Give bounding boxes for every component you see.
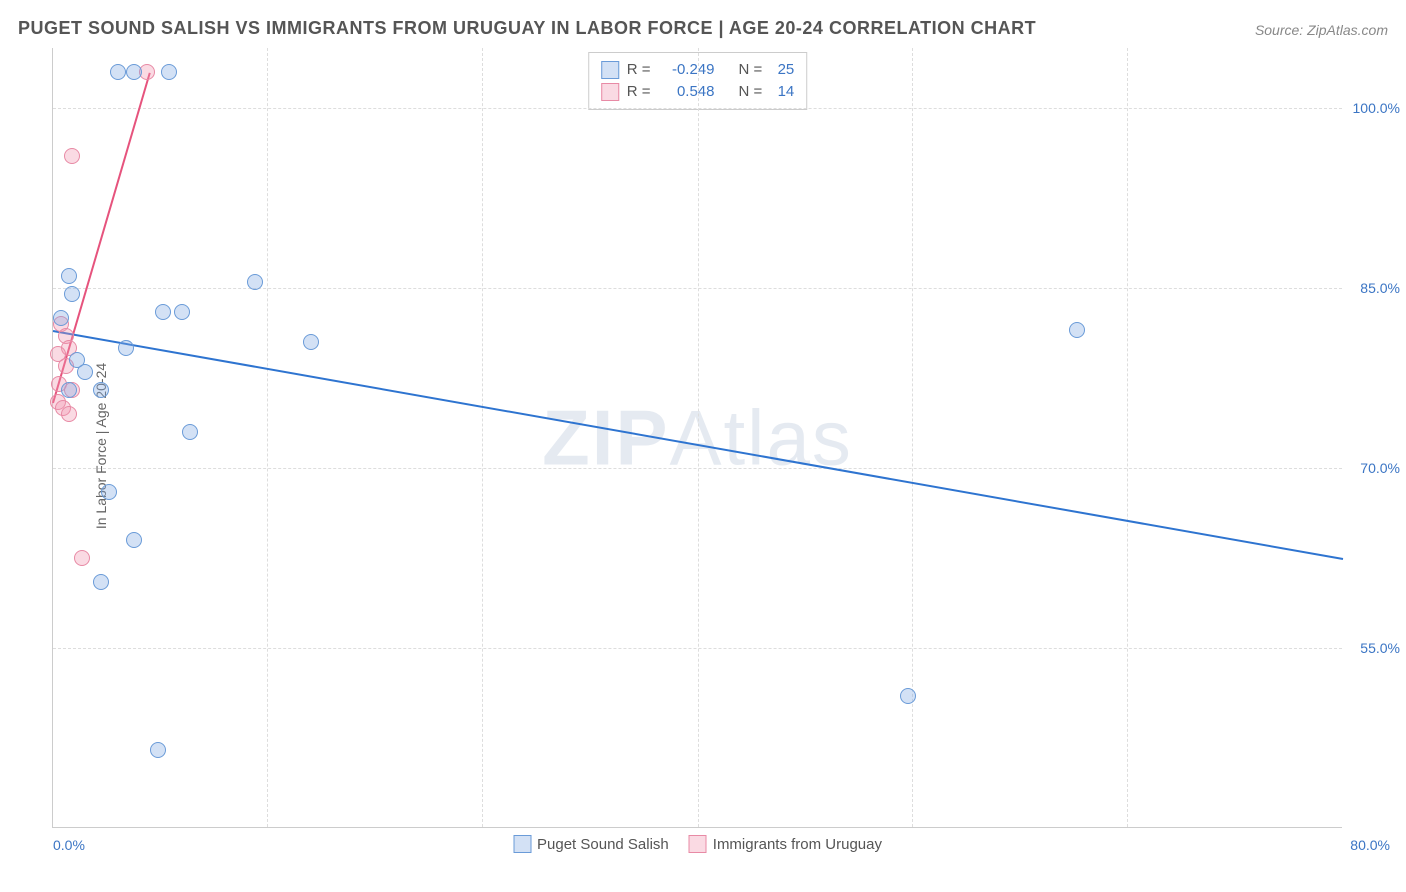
n-label: N = xyxy=(739,81,763,103)
scatter-point-salish xyxy=(150,742,166,758)
scatter-point-salish xyxy=(61,268,77,284)
y-tick-label: 85.0% xyxy=(1348,280,1400,296)
scatter-point-salish xyxy=(126,64,142,80)
scatter-point-salish xyxy=(53,310,69,326)
scatter-point-salish xyxy=(1069,322,1085,338)
source-attribution: Source: ZipAtlas.com xyxy=(1255,22,1388,38)
gridline-v xyxy=(482,48,483,827)
gridline-v xyxy=(267,48,268,827)
scatter-point-uruguay xyxy=(61,406,77,422)
scatter-point-salish xyxy=(61,382,77,398)
scatter-point-salish xyxy=(174,304,190,320)
scatter-point-uruguay xyxy=(74,550,90,566)
n-label: N = xyxy=(739,59,763,81)
series-legend: Puget Sound Salish Immigrants from Urugu… xyxy=(513,835,882,853)
swatch-salish-icon xyxy=(601,61,619,79)
scatter-point-salish xyxy=(155,304,171,320)
n-value-uruguay: 14 xyxy=(770,81,794,103)
x-tick-label: 80.0% xyxy=(1350,837,1390,853)
swatch-uruguay-icon xyxy=(601,83,619,101)
gridline-v xyxy=(1127,48,1128,827)
plot-area: ZIPAtlas R = -0.249 N = 25 R = 0.548 N =… xyxy=(52,48,1342,828)
scatter-point-salish xyxy=(247,274,263,290)
swatch-salish-icon xyxy=(513,835,531,853)
scatter-point-salish xyxy=(161,64,177,80)
r-label: R = xyxy=(627,59,651,81)
scatter-point-salish xyxy=(93,574,109,590)
y-tick-label: 70.0% xyxy=(1348,460,1400,476)
r-value-salish: -0.249 xyxy=(659,59,715,81)
r-value-uruguay: 0.548 xyxy=(659,81,715,103)
gridline-v xyxy=(912,48,913,827)
chart-title: PUGET SOUND SALISH VS IMMIGRANTS FROM UR… xyxy=(18,18,1036,39)
scatter-point-uruguay xyxy=(64,148,80,164)
n-value-salish: 25 xyxy=(770,59,794,81)
r-label: R = xyxy=(627,81,651,103)
scatter-point-salish xyxy=(77,364,93,380)
scatter-point-salish xyxy=(110,64,126,80)
scatter-point-salish xyxy=(93,382,109,398)
scatter-point-salish xyxy=(64,286,80,302)
legend-label-uruguay: Immigrants from Uruguay xyxy=(713,836,882,853)
gridline-v xyxy=(698,48,699,827)
legend-item-salish: Puget Sound Salish xyxy=(513,835,669,853)
y-tick-label: 55.0% xyxy=(1348,640,1400,656)
scatter-point-salish xyxy=(900,688,916,704)
scatter-point-salish xyxy=(118,340,134,356)
swatch-uruguay-icon xyxy=(689,835,707,853)
legend-item-uruguay: Immigrants from Uruguay xyxy=(689,835,882,853)
scatter-point-salish xyxy=(126,532,142,548)
scatter-point-salish xyxy=(101,484,117,500)
legend-label-salish: Puget Sound Salish xyxy=(537,836,669,853)
scatter-point-salish xyxy=(182,424,198,440)
x-tick-label: 0.0% xyxy=(53,837,85,853)
y-tick-label: 100.0% xyxy=(1348,100,1400,116)
scatter-point-salish xyxy=(303,334,319,350)
